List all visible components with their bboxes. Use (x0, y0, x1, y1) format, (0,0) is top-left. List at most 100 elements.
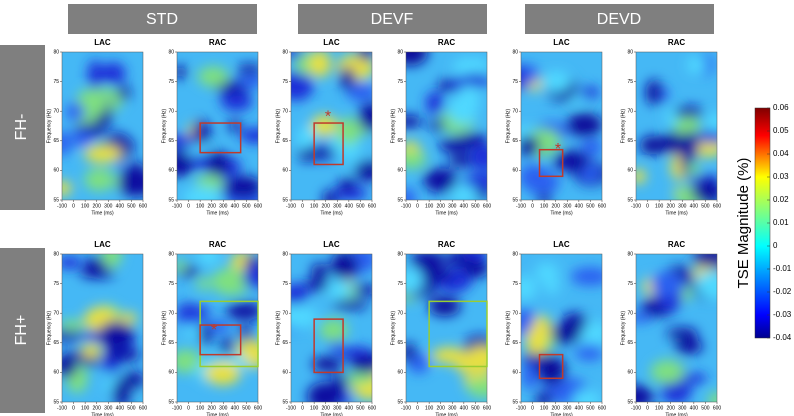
heatmap-blobs (291, 52, 372, 200)
y-tick-label: 70 (627, 311, 633, 317)
y-tick-label: 55 (512, 197, 518, 203)
row-header-label: FH+ (13, 315, 30, 346)
x-tick-label: 100 (655, 203, 664, 209)
y-axis-label: Frequency (Hz) (161, 108, 167, 143)
x-tick-label: 0 (646, 405, 649, 411)
colorbar-tick-label: 0.02 (773, 195, 789, 204)
column-header-label: DEVD (597, 11, 641, 28)
y-tick-label: 60 (512, 168, 518, 174)
heatmap-blob (300, 146, 337, 160)
heatmap-blob (425, 91, 444, 115)
y-tick-label: 80 (53, 251, 59, 257)
heatmap-blob (319, 318, 348, 342)
x-tick-label: 500 (586, 405, 595, 411)
significance-asterisk: * (555, 141, 561, 158)
y-tick-label: 65 (627, 138, 633, 144)
heatmap-blob (338, 177, 356, 193)
heatmap-blob (535, 391, 553, 402)
heatmap-blob (691, 186, 706, 200)
x-tick-label: 300 (678, 203, 687, 209)
x-tick-label: 600 (368, 405, 377, 411)
y-tick-label: 75 (512, 79, 518, 85)
heatmap-blob (303, 278, 334, 291)
x-tick-label: 0 (416, 203, 419, 209)
x-tick-label: 500 (471, 405, 480, 411)
heatmap-blobs (291, 254, 372, 402)
heatmap-blobs (636, 53, 717, 200)
heatmap-blob (84, 168, 114, 192)
heatmap-blobs (62, 254, 143, 402)
x-tick-label: -100 (57, 203, 67, 209)
heatmap-blob (574, 344, 602, 361)
y-tick-label: 80 (168, 49, 174, 55)
colorbar-tick-label: -0.04 (773, 333, 792, 342)
heatmap-blob (636, 169, 646, 184)
x-tick-label: 300 (678, 405, 687, 411)
y-tick-label: 70 (512, 311, 518, 317)
heatmap-blob (521, 275, 538, 301)
x-tick-label: 200 (437, 405, 446, 411)
heatmap (521, 52, 602, 200)
column-header-label: DEVF (371, 11, 414, 28)
x-tick-label: 500 (127, 405, 136, 411)
x-tick-label: 400 (116, 203, 125, 209)
heatmap-blob (687, 162, 700, 176)
heatmap-blob (353, 159, 372, 182)
x-axis-label: Time (ms) (320, 210, 343, 216)
panel-title: RAC (668, 38, 686, 47)
x-tick-label: 600 (139, 405, 148, 411)
heatmap-blob (239, 325, 253, 343)
heatmap-blob (62, 330, 84, 341)
heatmap-blob (340, 66, 356, 90)
x-tick-label: 600 (254, 405, 263, 411)
x-tick-label: -100 (401, 405, 411, 411)
plot-frame (405, 51, 488, 201)
heatmap-blob (197, 277, 210, 291)
y-tick-label: 70 (397, 109, 403, 115)
heatmap-blob (334, 346, 372, 358)
heatmap (177, 52, 258, 200)
heatmap-blob (692, 254, 717, 268)
heatmap-blobs (406, 52, 487, 200)
heatmap-blob (182, 186, 223, 200)
y-tick-label: 80 (397, 251, 403, 257)
x-axis-label: Time (ms) (206, 210, 229, 216)
heatmap-blob (673, 106, 704, 118)
y-tick-label: 75 (627, 281, 633, 287)
x-tick-label: 600 (139, 203, 148, 209)
x-tick-label: 200 (552, 405, 561, 411)
x-tick-label: 400 (116, 405, 125, 411)
row-header-label: FH- (13, 114, 30, 141)
y-tick-label: 70 (627, 109, 633, 115)
y-tick-label: 75 (512, 281, 518, 287)
x-tick-label: 400 (575, 405, 584, 411)
y-tick-label: 70 (168, 109, 174, 115)
y-tick-label: 60 (627, 370, 633, 376)
y-tick-label: 65 (627, 340, 633, 346)
x-tick-label: 400 (231, 203, 240, 209)
x-tick-label: 0 (187, 405, 190, 411)
heatmap-blob (418, 267, 455, 282)
y-tick-label: 75 (397, 79, 403, 85)
heatmap-blob (650, 359, 685, 384)
x-tick-label: 400 (690, 405, 699, 411)
heatmap-blob (438, 80, 452, 92)
heatmap-blob (406, 342, 416, 362)
x-tick-label: -100 (401, 203, 411, 209)
roi-box (199, 324, 242, 356)
column-header-label: STD (146, 11, 178, 28)
x-axis-label: Time (ms) (91, 210, 114, 216)
y-axis-label: Frequency (Hz) (275, 108, 281, 143)
x-tick-label: 200 (208, 203, 217, 209)
y-tick-label: 55 (168, 399, 174, 405)
heatmap-blob (228, 119, 242, 132)
panel-title: LAC (94, 240, 111, 249)
heatmap-blob (345, 372, 372, 385)
y-axis-label: Frequency (Hz) (161, 310, 167, 345)
y-tick-label: 55 (627, 399, 633, 405)
heatmap-blob (541, 70, 571, 93)
heatmap-blob (177, 260, 187, 272)
heatmap-blob (177, 66, 188, 79)
x-tick-label: -100 (286, 405, 296, 411)
x-axis-label: Time (ms) (206, 412, 229, 416)
